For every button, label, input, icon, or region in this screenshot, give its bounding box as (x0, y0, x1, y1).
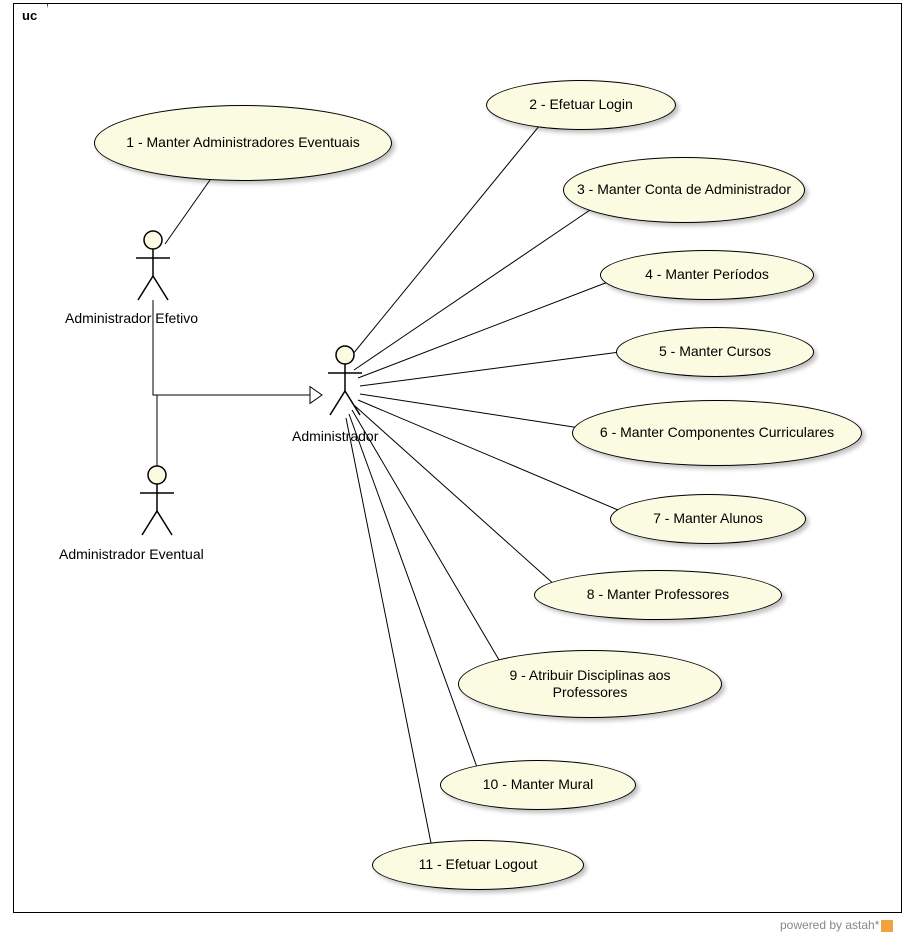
usecase-uc1: 1 - Manter Administradores Eventuais (94, 105, 392, 181)
usecase-uc6: 6 - Manter Componentes Curriculares (572, 400, 862, 466)
usecase-label: 11 - Efetuar Logout (419, 856, 538, 874)
usecase-label: 10 - Manter Mural (483, 776, 593, 794)
footer-text: powered by astah* (780, 918, 879, 932)
actor-label: Administrador (292, 428, 378, 444)
usecase-uc3: 3 - Manter Conta de Administrador (563, 157, 805, 223)
usecase-uc2: 2 - Efetuar Login (486, 80, 676, 130)
usecase-uc9: 9 - Atribuir Disciplinas aos Professores (458, 650, 722, 718)
usecase-label: 6 - Manter Componentes Curriculares (600, 424, 834, 442)
usecase-label: 9 - Atribuir Disciplinas aos Professores (471, 667, 709, 702)
usecase-label: 7 - Manter Alunos (653, 510, 763, 528)
usecase-uc10: 10 - Manter Mural (440, 760, 636, 810)
usecase-uc7: 7 - Manter Alunos (610, 494, 806, 544)
actor-admin (325, 345, 365, 417)
usecase-uc11: 11 - Efetuar Logout (372, 840, 584, 890)
usecase-label: 4 - Manter Períodos (645, 266, 769, 284)
usecase-label: 1 - Manter Administradores Eventuais (126, 134, 359, 152)
usecase-label: 8 - Manter Professores (587, 586, 729, 604)
diagram-canvas: uc powered by astah* 1 - Manter Administ… (0, 0, 915, 938)
usecase-uc4: 4 - Manter Períodos (600, 250, 814, 300)
actor-label: Administrador Eventual (59, 546, 204, 562)
diagram-frame-label: uc (13, 3, 48, 27)
usecase-uc8: 8 - Manter Professores (534, 570, 782, 620)
usecase-label: 2 - Efetuar Login (529, 96, 633, 114)
actor-admin_eventual (137, 465, 177, 537)
footer-credit: powered by astah* (780, 918, 893, 932)
astah-icon (881, 920, 893, 932)
actor-label: Administrador Efetivo (65, 310, 198, 326)
usecase-label: 5 - Manter Cursos (659, 343, 771, 361)
usecase-label: 3 - Manter Conta de Administrador (577, 181, 791, 199)
actor-admin_efetivo (133, 230, 173, 302)
usecase-uc5: 5 - Manter Cursos (616, 327, 814, 377)
